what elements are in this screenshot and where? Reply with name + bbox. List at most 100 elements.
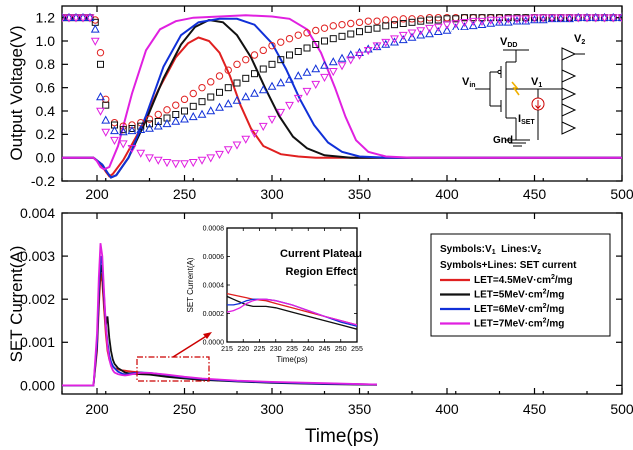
data-point	[110, 125, 119, 135]
data-point	[363, 44, 373, 53]
data-point	[434, 13, 442, 22]
data-point	[285, 34, 294, 43]
data-point	[390, 35, 399, 44]
data-point	[372, 42, 382, 51]
data-point	[556, 14, 566, 23]
data-point	[216, 88, 223, 96]
data-point	[62, 14, 66, 22]
svg-text:V2: V2	[574, 33, 585, 46]
legend-entry-unit: /mg	[547, 304, 565, 315]
data-point	[85, 14, 95, 23]
inset-title: Current Plateau	[280, 248, 362, 260]
data-point	[503, 17, 513, 26]
legend-set-label: Symbols+Lines: SET current	[440, 260, 577, 271]
data-point	[364, 17, 372, 25]
data-point	[268, 60, 276, 68]
v1-label: V	[531, 76, 539, 88]
data-point	[276, 108, 286, 118]
data-point	[224, 66, 232, 74]
data-point	[136, 149, 146, 158]
legend-entry-sup: 2	[543, 289, 547, 296]
inset-panel: 215 220 225 230 235 240 245 250 255 0.0000 0.0002 0…	[186, 225, 363, 364]
v1-label-sub: 1	[538, 82, 542, 89]
data-point	[242, 55, 250, 64]
data-point	[145, 123, 154, 132]
xtick-label: 250	[173, 186, 197, 202]
data-point	[241, 92, 251, 101]
data-point	[127, 145, 137, 154]
legend-entry-unit: /mg	[547, 319, 565, 330]
data-point	[62, 14, 67, 23]
data-point	[565, 14, 574, 23]
data-point	[145, 154, 154, 163]
ytick-label: 0.004	[20, 205, 55, 221]
data-point	[512, 16, 522, 25]
ytick-label: 0.0008	[203, 225, 225, 232]
data-point	[110, 136, 119, 146]
data-point	[486, 16, 496, 25]
data-point	[258, 85, 268, 94]
data-point	[408, 18, 416, 26]
data-point	[547, 14, 557, 23]
data-point	[198, 83, 206, 92]
data-point	[293, 71, 303, 80]
data-point	[346, 50, 356, 59]
data-point	[373, 17, 381, 25]
data-point	[303, 44, 311, 52]
data-point	[407, 32, 417, 41]
data-point	[461, 14, 468, 22]
data-point	[452, 15, 460, 23]
data-point	[96, 107, 105, 116]
data-point	[188, 111, 198, 121]
zoom-arrow	[172, 334, 209, 358]
data-point	[381, 39, 391, 48]
data-point	[277, 38, 285, 46]
data-point	[71, 14, 81, 23]
ytick-label: 0.2	[36, 126, 56, 142]
data-point	[154, 110, 162, 119]
data-point	[118, 140, 128, 149]
data-point	[442, 21, 452, 30]
ytick-label: 1.0	[36, 33, 56, 49]
bottom-xlabel: Time(ps)	[305, 426, 379, 447]
data-point	[495, 16, 504, 25]
data-point	[600, 14, 609, 23]
data-point	[311, 80, 321, 90]
data-point	[460, 22, 469, 31]
data-point	[469, 14, 477, 22]
ytick-label: 0.0004	[203, 282, 225, 289]
data-point	[153, 121, 163, 130]
inset-ylabel: SET Current(A)	[186, 257, 195, 312]
data-point	[416, 30, 426, 39]
v2-label-sub: 2	[581, 39, 585, 46]
data-point	[180, 114, 189, 123]
xtick-label: 200	[85, 186, 109, 202]
data-point	[127, 125, 137, 135]
top-panel: 200 250 300 350 400 450 500 -0.2 0.0 0.2 0.4 0.6 0.8…	[7, 5, 633, 202]
data-point	[328, 68, 338, 77]
data-point	[197, 109, 207, 118]
data-point	[468, 20, 478, 30]
data-point	[258, 122, 268, 132]
legend-entry-text: LET=5MeV·cm	[474, 290, 543, 301]
data-point	[355, 51, 364, 60]
inset-subtitle: Region Effect	[286, 266, 357, 278]
data-point	[206, 106, 216, 115]
xtick-label: 400	[435, 401, 459, 417]
xtick-label: 250	[335, 346, 347, 353]
data-point	[163, 106, 171, 114]
data-point	[312, 26, 320, 35]
data-point	[320, 60, 329, 69]
data-point	[460, 19, 469, 28]
data-point	[328, 57, 338, 66]
data-point	[172, 111, 180, 118]
data-point	[233, 60, 241, 69]
ytick-label: 0.0006	[203, 254, 225, 261]
legend-entry-sup: 2	[551, 274, 555, 281]
data-point	[285, 101, 294, 111]
data-point	[215, 102, 224, 111]
data-point	[382, 22, 390, 30]
data-point	[180, 160, 189, 169]
svg-text:ISET: ISET	[518, 113, 535, 126]
data-point	[503, 15, 513, 24]
